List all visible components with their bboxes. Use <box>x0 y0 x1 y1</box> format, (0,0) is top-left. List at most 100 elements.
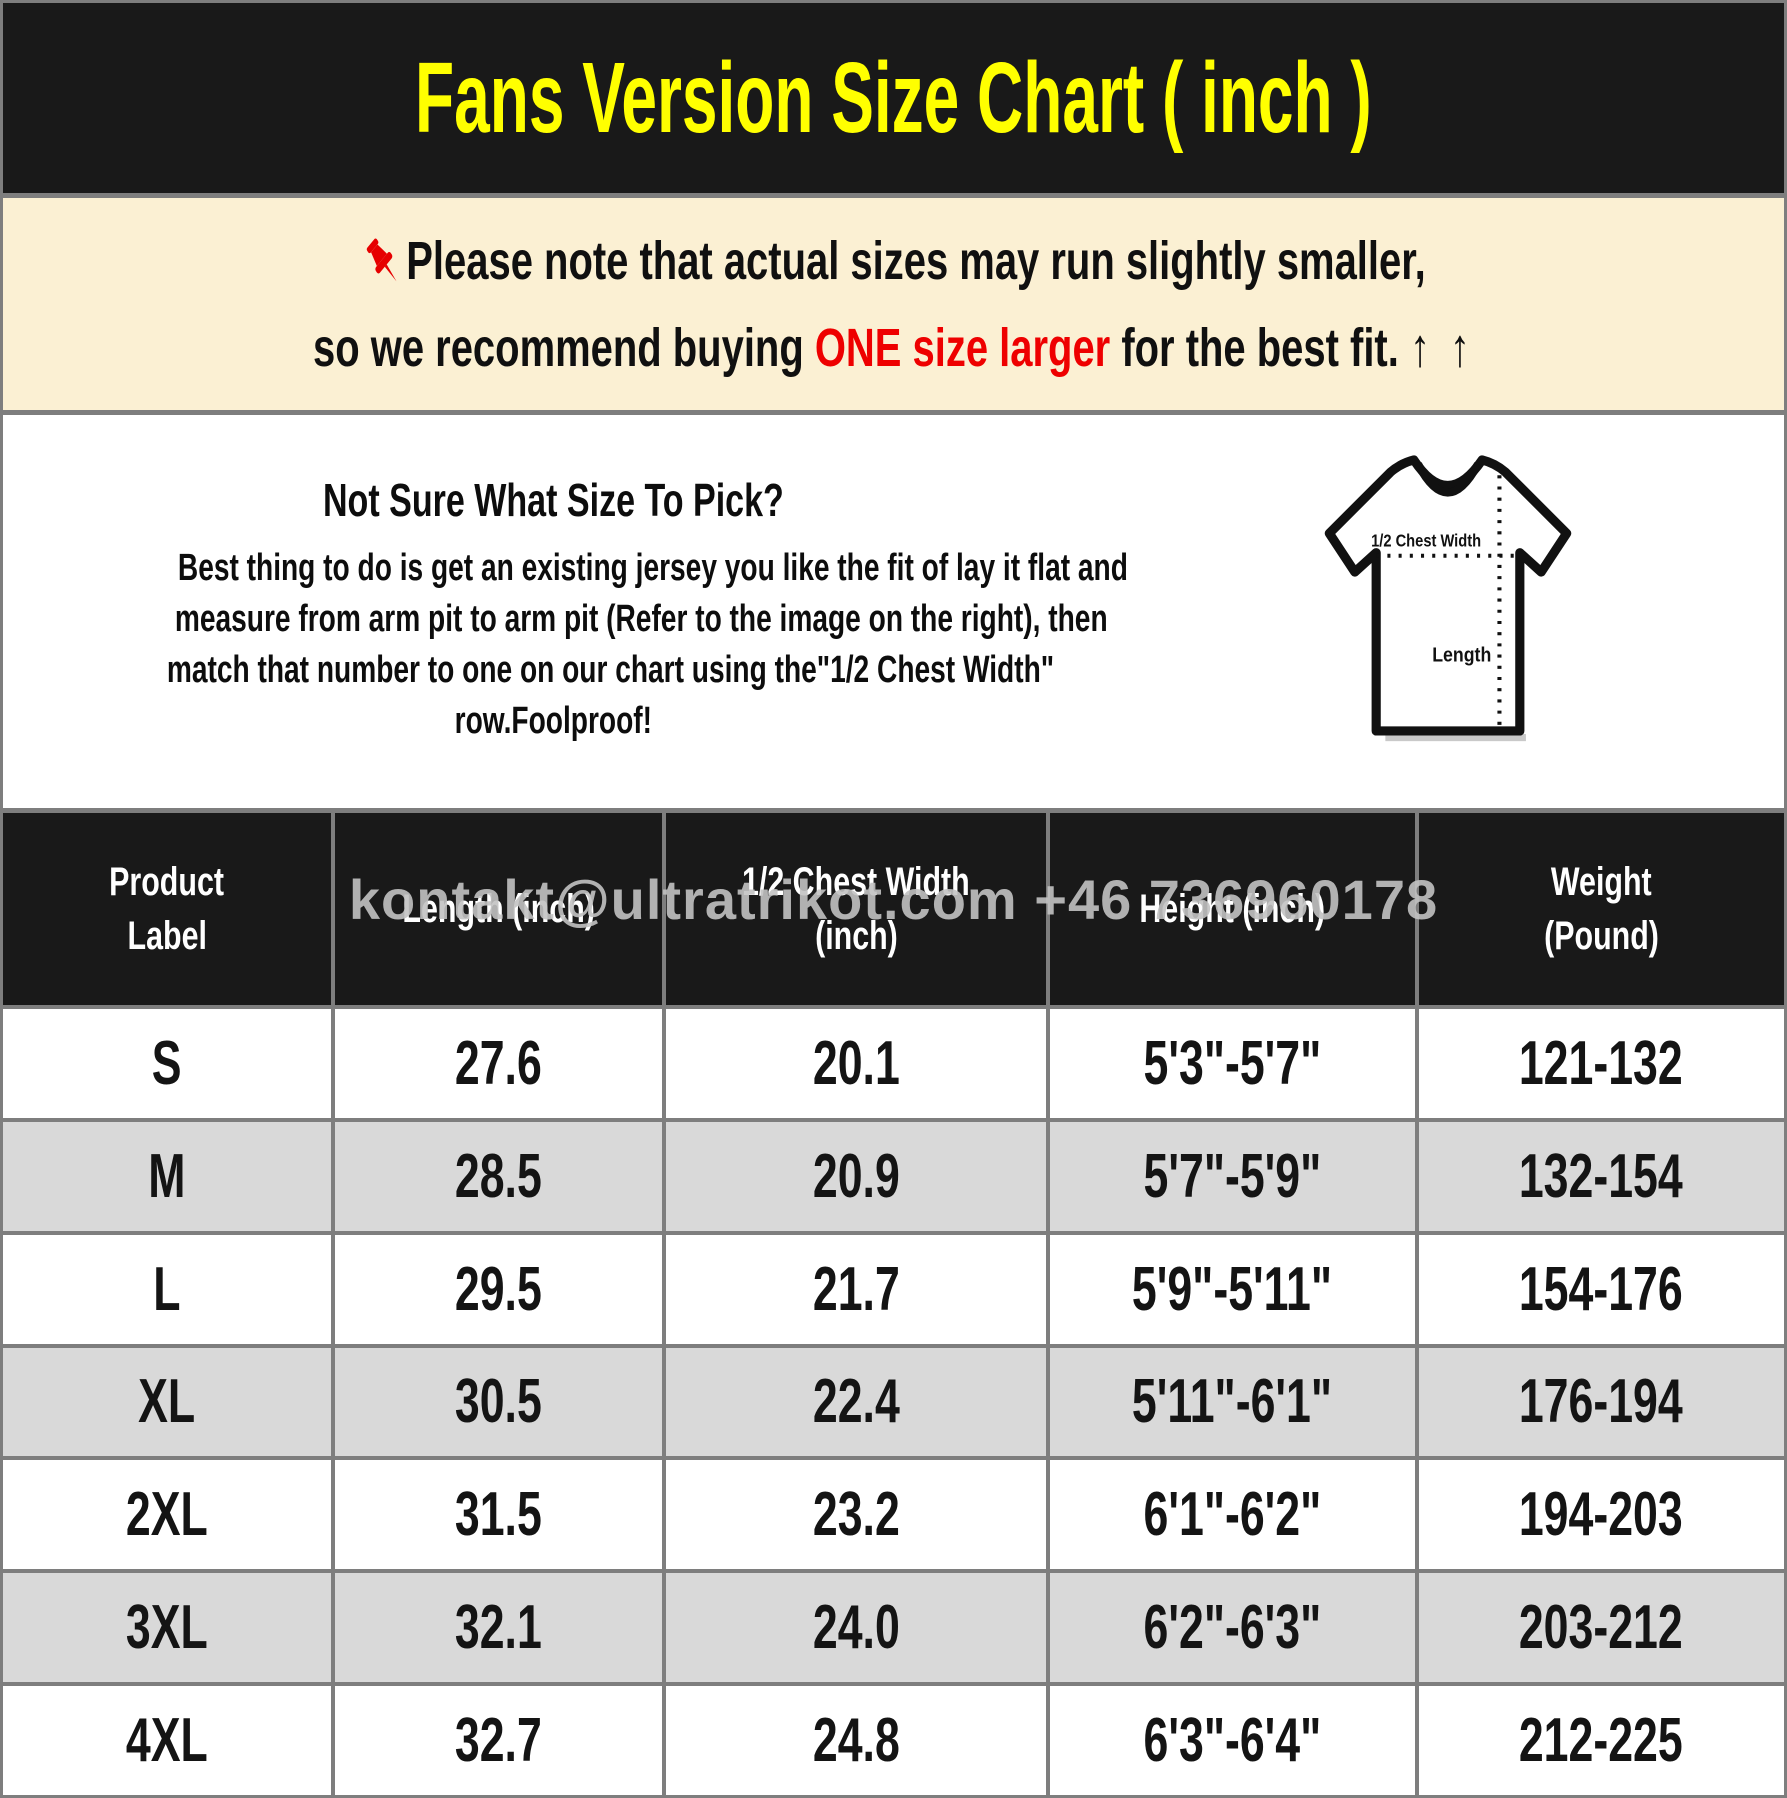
cell-size-label: 3XL <box>3 1573 331 1683</box>
header-line: Length (inch) <box>402 887 595 931</box>
cell-chest: 22.4 <box>665 1347 1047 1457</box>
guide-line: Best thing to do is get an existing jers… <box>11 543 1128 594</box>
shirt-collar <box>1414 462 1482 497</box>
note-text-1: Please note that actual sizes may run sl… <box>406 231 1426 291</box>
cell-length: 32.1 <box>334 1573 662 1683</box>
cell-text: 154-176 <box>1519 1254 1684 1324</box>
cell-height: 5'7"-5'9" <box>1050 1121 1415 1231</box>
column-header-weight: Weight (Pound) <box>1418 813 1784 1005</box>
cell-weight: 176-194 <box>1418 1347 1784 1457</box>
size-table: Product Label Length (inch) 1/2 Chest Wi… <box>3 813 1784 1795</box>
note-section: Please note that actual sizes may run sl… <box>3 198 1784 415</box>
header-line: Height (inch) <box>1139 887 1326 931</box>
note-text-2-highlight: ONE size larger <box>814 318 1111 378</box>
cell-height: 6'1"-6'2" <box>1050 1460 1415 1570</box>
cell-text: 24.8 <box>812 1706 900 1776</box>
column-header-chest-width: 1/2 Chest Width (inch) <box>665 813 1047 1005</box>
cell-text: 203-212 <box>1519 1593 1684 1663</box>
cell-length: 30.5 <box>334 1347 662 1457</box>
cell-text: 6'2"-6'3" <box>1143 1593 1322 1663</box>
cell-text: 31.5 <box>454 1480 542 1550</box>
cell-text: 132-154 <box>1519 1141 1684 1211</box>
cell-size-label: XL <box>3 1347 331 1457</box>
tshirt-measurement-diagram-icon: 1/2 Chest Width Length <box>1324 455 1572 742</box>
cell-chest: 24.0 <box>665 1573 1047 1683</box>
cell-text: 20.9 <box>812 1141 900 1211</box>
cell-text: 23.2 <box>812 1480 900 1550</box>
cell-text: 5'9"-5'11" <box>1132 1254 1333 1324</box>
cell-text: 3XL <box>126 1593 208 1663</box>
cell-chest: 21.7 <box>665 1234 1047 1344</box>
guide-line-text-1: Best thing to do is get an existing jers… <box>177 547 1128 589</box>
note-text-2-suffix: for the best fit. <box>1110 318 1410 378</box>
guide-text-block: Not Sure What Size To Pick? Best thing t… <box>11 415 1128 747</box>
length-label: Length <box>1432 645 1491 667</box>
header-line: (Pound) <box>1543 914 1659 958</box>
guide-section: Not Sure What Size To Pick? Best thing t… <box>3 415 1784 813</box>
cell-chest: 24.8 <box>665 1686 1047 1795</box>
header-line: Weight <box>1550 860 1652 904</box>
cell-text: 29.5 <box>454 1254 542 1324</box>
note-text-2-prefix: so we recommend buying <box>312 318 815 378</box>
cell-size-label: S <box>3 1009 331 1118</box>
note-line-2: so we recommend buying ONE size larger f… <box>109 321 1678 375</box>
guide-heading: Not Sure What Size To Pick? <box>11 473 1096 527</box>
shirt-shadow <box>1385 734 1526 742</box>
cell-length: 32.7 <box>334 1686 662 1795</box>
cell-text: L <box>153 1254 181 1324</box>
column-header-product-label: Product Label <box>3 813 331 1005</box>
cell-weight: 154-176 <box>1418 1234 1784 1344</box>
guide-heading-text: Not Sure What Size To Pick? <box>323 474 784 526</box>
cell-text: M <box>148 1141 186 1211</box>
cell-weight: 212-225 <box>1418 1686 1784 1795</box>
cell-text: 22.4 <box>812 1367 900 1437</box>
title-bar: Fans Version Size Chart ( inch ) <box>3 3 1784 198</box>
shirt-outline <box>1324 455 1572 736</box>
header-line: Product <box>109 860 225 904</box>
guide-line: match that number to one on our chart us… <box>11 645 1096 696</box>
guide-line: row.Foolproof! <box>11 696 1096 747</box>
cell-chest: 20.9 <box>665 1121 1047 1231</box>
cell-text: 5'7"-5'9" <box>1143 1141 1322 1211</box>
cell-text: 212-225 <box>1519 1706 1684 1776</box>
page-title: Fans Version Size Chart ( inch ) <box>146 41 1641 156</box>
cell-text: 20.1 <box>812 1028 900 1098</box>
cell-height: 5'11"-6'1" <box>1050 1347 1415 1457</box>
cell-weight: 121-132 <box>1418 1009 1784 1118</box>
guide-line-text-3: match that number to one on our chart us… <box>166 649 1055 691</box>
column-header-height: Height (inch) <box>1050 813 1415 1005</box>
cell-weight: 203-212 <box>1418 1573 1784 1683</box>
cell-text: 6'1"-6'2" <box>1143 1480 1322 1550</box>
note-line-2-content: so we recommend buying ONE size larger f… <box>313 321 1474 375</box>
cell-size-label: M <box>3 1121 331 1231</box>
cell-text: 32.7 <box>454 1706 542 1776</box>
cell-text: 4XL <box>126 1706 208 1776</box>
column-header-length: Length (inch) <box>334 813 662 1005</box>
cell-text: 5'11"-6'1" <box>1132 1367 1333 1437</box>
cell-length: 27.6 <box>334 1009 662 1118</box>
cell-text: 28.5 <box>454 1141 542 1211</box>
cell-text: 21.7 <box>812 1254 900 1324</box>
cell-length: 29.5 <box>334 1234 662 1344</box>
page-title-text: Fans Version Size Chart ( inch ) <box>415 41 1372 154</box>
cell-text: 2XL <box>126 1480 208 1550</box>
up-arrows-icon: ↑ ↑ <box>1409 318 1475 378</box>
cell-chest: 20.1 <box>665 1009 1047 1118</box>
note-line-1: Please note that actual sizes may run sl… <box>175 233 1613 291</box>
cell-text: 121-132 <box>1519 1028 1684 1098</box>
cell-size-label: 4XL <box>3 1686 331 1795</box>
header-line: Label <box>127 914 207 958</box>
cell-size-label: 2XL <box>3 1460 331 1570</box>
cell-text: 27.6 <box>454 1028 542 1098</box>
cell-height: 6'2"-6'3" <box>1050 1573 1415 1683</box>
cell-text: 30.5 <box>454 1367 542 1437</box>
note-line-1-content: Please note that actual sizes may run sl… <box>362 233 1426 291</box>
guide-line-text-2: measure from arm pit to arm pit (Refer t… <box>174 598 1108 640</box>
cell-height: 6'3"-6'4" <box>1050 1686 1415 1795</box>
cell-text: S <box>152 1028 182 1098</box>
cell-text: 5'3"-5'7" <box>1143 1028 1322 1098</box>
cell-text: XL <box>138 1367 196 1437</box>
cell-height: 5'9"-5'11" <box>1050 1234 1415 1344</box>
cell-text: 32.1 <box>454 1593 542 1663</box>
